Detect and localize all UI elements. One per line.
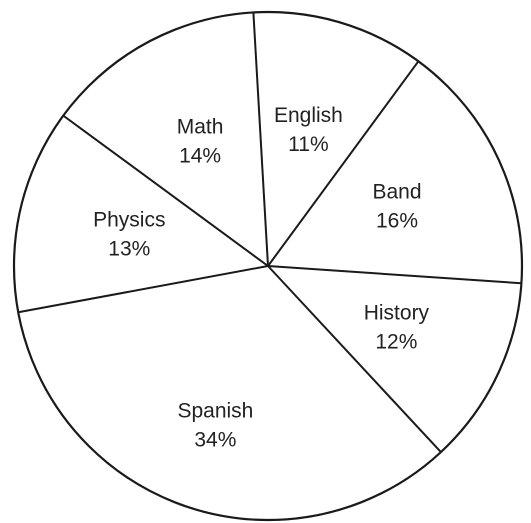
slice-divider — [18, 265, 269, 314]
slice-divider — [252, 12, 269, 267]
pie-slices — [13, 11, 522, 521]
slice-label-math: Math — [177, 116, 224, 139]
slice-band — [268, 61, 522, 284]
pie-outline — [12, 10, 524, 522]
slice-percent-physics: 13% — [108, 238, 150, 261]
slice-label-physics: Physics — [93, 209, 165, 232]
slice-history — [268, 266, 522, 453]
slice-label-history: History — [364, 302, 430, 325]
slice-english — [253, 11, 419, 266]
slice-math — [63, 12, 268, 267]
slice-spanish — [18, 266, 441, 521]
slice-divider — [267, 265, 522, 285]
slice-percent-band: 16% — [376, 210, 418, 233]
slice-divider — [267, 265, 442, 453]
slice-physics — [13, 115, 268, 313]
slice-percent-spanish: 34% — [194, 429, 236, 452]
slice-label-spanish: Spanish — [177, 400, 253, 423]
slice-divider — [62, 114, 269, 267]
slice-percent-math: 14% — [179, 145, 221, 168]
slice-percent-english: 11% — [288, 133, 328, 156]
pie-labels: English 11% Band 16% History 12% Spanish 34% Phy… — [93, 104, 429, 452]
slice-percent-history: 12% — [375, 331, 417, 354]
slice-divider — [267, 60, 420, 267]
slice-label-english: English — [274, 104, 343, 127]
pie-dividers — [18, 12, 522, 453]
slice-label-band: Band — [372, 181, 421, 204]
